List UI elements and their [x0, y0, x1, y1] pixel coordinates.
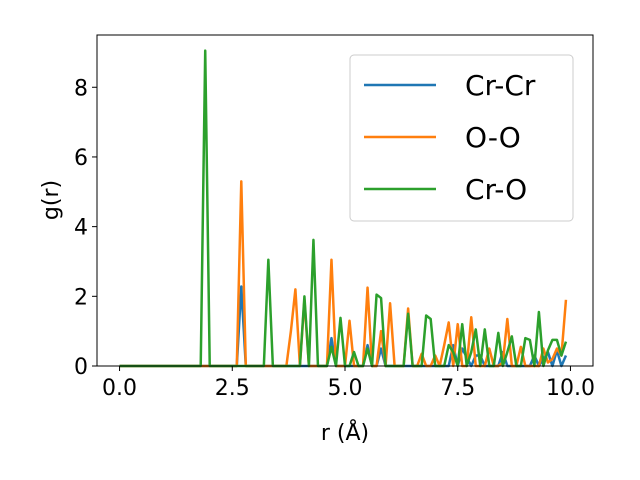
x-axis-label: r (Å) — [321, 419, 369, 446]
y-tick-label: 2 — [74, 285, 88, 310]
y-tick-label: 8 — [74, 76, 88, 101]
plot-frame — [96, 34, 594, 367]
y-axis-label: g(r) — [39, 180, 64, 220]
legend-label-cr-cr: Cr-Cr — [465, 69, 536, 102]
y-tick-label: 4 — [74, 216, 88, 241]
y-tick-label: 6 — [74, 146, 88, 171]
x-tick-label: 10.0 — [546, 376, 595, 401]
x-tick-label: 2.5 — [215, 376, 250, 401]
x-tick-label: 7.5 — [440, 376, 475, 401]
tick-layer: 0.0 2.5 5.0 7.5 10.0 0 2 4 6 8 — [74, 76, 595, 401]
x-tick-label: 5.0 — [328, 376, 363, 401]
legend-label-o-o: O-O — [465, 121, 521, 154]
legend-frame — [349, 54, 574, 222]
x-tick-label: 0.0 — [102, 376, 137, 401]
legend-label-cr-o: Cr-O — [465, 173, 527, 206]
legend: Cr-Cr O-O Cr-O — [349, 54, 574, 222]
y-tick-label: 0 — [74, 355, 88, 380]
